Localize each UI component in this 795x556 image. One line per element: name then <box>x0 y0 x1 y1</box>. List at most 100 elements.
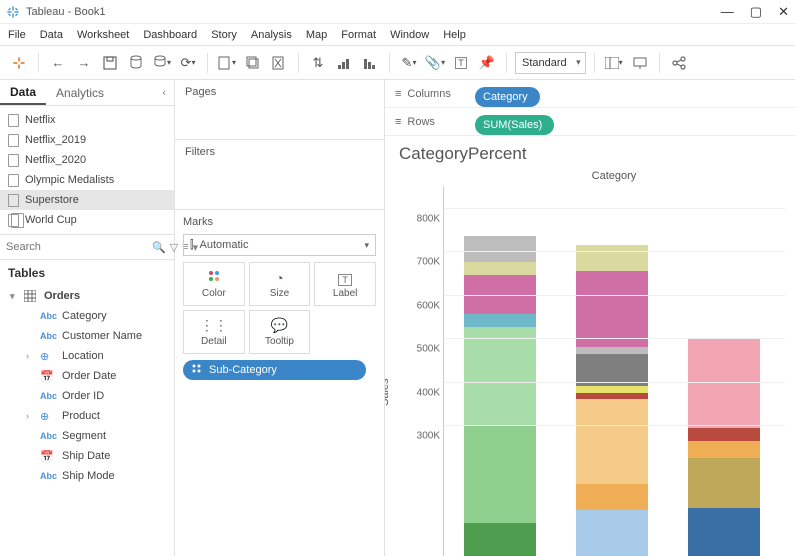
columns-pill-category[interactable]: Category <box>475 87 540 107</box>
menubar: File Data Worksheet Dashboard Story Anal… <box>0 24 795 46</box>
menu-format[interactable]: Format <box>341 29 376 41</box>
twisty-icon: › <box>26 351 36 361</box>
columns-shelf[interactable]: ≡Columns Category <box>385 80 795 108</box>
close-button[interactable]: ✕ <box>778 4 789 20</box>
sort-asc-button[interactable] <box>333 52 355 74</box>
datasource-item[interactable]: Netflix_2020 <box>0 150 174 170</box>
marks-tooltip[interactable]: 💬Tooltip <box>249 310 311 354</box>
bar-segment[interactable] <box>464 425 536 523</box>
rows-shelf[interactable]: ≡Rows SUM(Sales) <box>385 108 795 136</box>
bar-segment[interactable] <box>688 428 760 441</box>
bar-segment[interactable] <box>464 327 536 425</box>
collapse-sidebar-icon[interactable]: ‹ <box>154 87 174 99</box>
bar-segment[interactable] <box>464 523 536 556</box>
menu-story[interactable]: Story <box>211 29 237 41</box>
field-row[interactable]: AbcOrder ID <box>4 386 170 406</box>
datasource-item[interactable]: Olympic Medalists <box>0 170 174 190</box>
bar-segment[interactable] <box>464 262 536 275</box>
datasource-item[interactable]: Netflix_2019 <box>0 130 174 150</box>
fit-select[interactable]: Standard <box>515 52 586 74</box>
menu-map[interactable]: Map <box>306 29 327 41</box>
sort-desc-button[interactable] <box>359 52 381 74</box>
size-icon: ◔ <box>275 270 283 286</box>
tableau-icon[interactable] <box>8 52 30 74</box>
color-pill-subcategory[interactable]: Sub-Category <box>183 360 366 380</box>
bar-segment[interactable] <box>688 458 760 508</box>
bar-segment[interactable] <box>576 484 648 510</box>
share-button[interactable] <box>668 52 690 74</box>
field-row[interactable]: AbcShip Mode <box>4 466 170 486</box>
datasource-icon <box>8 194 19 207</box>
bar-segment[interactable] <box>688 441 760 458</box>
tooltip-icon: 💬 <box>271 317 288 334</box>
duplicate-button[interactable] <box>242 52 264 74</box>
field-row[interactable]: 📅Order Date <box>4 366 170 386</box>
highlight-button[interactable]: ✎▾ <box>398 52 420 74</box>
stacked-bar[interactable] <box>576 245 648 556</box>
field-row[interactable]: AbcCategory <box>4 306 170 326</box>
field-row[interactable]: ›⊕Product <box>4 406 170 426</box>
bar-segment[interactable] <box>576 271 648 347</box>
forward-button[interactable]: → <box>73 52 95 74</box>
bar-segment[interactable] <box>464 314 536 327</box>
marks-size[interactable]: ◔Size <box>249 262 311 306</box>
minimize-button[interactable]: — <box>721 4 734 19</box>
back-button[interactable]: ← <box>47 52 69 74</box>
menu-data[interactable]: Data <box>40 29 63 41</box>
new-datasource-button[interactable] <box>125 52 147 74</box>
field-row[interactable]: 📅Ship Date <box>4 446 170 466</box>
rows-pill-sumsales[interactable]: SUM(Sales) <box>475 115 554 135</box>
clear-button[interactable] <box>268 52 290 74</box>
pause-updates-button[interactable]: ▾ <box>151 52 173 74</box>
swap-button[interactable]: ⇅ <box>307 52 329 74</box>
marks-type-select[interactable]: ⫿Automatic <box>183 234 376 256</box>
viz-pane: ≡Columns Category ≡Rows SUM(Sales) Categ… <box>385 80 795 556</box>
menu-window[interactable]: Window <box>390 29 429 41</box>
pages-shelf[interactable]: Pages <box>175 80 384 140</box>
field-row[interactable]: AbcCustomer Name <box>4 326 170 346</box>
marks-color[interactable]: Color <box>183 262 245 306</box>
field-label: Orders <box>44 290 80 302</box>
menu-analysis[interactable]: Analysis <box>251 29 292 41</box>
menu-worksheet[interactable]: Worksheet <box>77 29 129 41</box>
search-icon[interactable]: 🔍 <box>152 241 166 254</box>
pin-button[interactable]: 📌 <box>476 52 498 74</box>
marks-detail[interactable]: ⋮⋮Detail <box>183 310 245 354</box>
viz-title[interactable]: CategoryPercent <box>385 136 795 166</box>
datasource-item[interactable]: Superstore <box>0 190 174 210</box>
presentation-button[interactable] <box>629 52 651 74</box>
show-cards-button[interactable]: ▾ <box>603 52 625 74</box>
refresh-button[interactable]: ⟳▾ <box>177 52 199 74</box>
search-input[interactable] <box>6 241 148 253</box>
bar-segment[interactable] <box>688 338 760 427</box>
menu-help[interactable]: Help <box>443 29 466 41</box>
stacked-bar[interactable] <box>688 195 760 556</box>
tab-analytics[interactable]: Analytics <box>46 80 114 105</box>
datasource-item[interactable]: World Cup <box>0 210 174 230</box>
filters-shelf[interactable]: Filters <box>175 140 384 210</box>
datasource-item[interactable]: Netflix <box>0 110 174 130</box>
bar-segment[interactable] <box>688 508 760 556</box>
chart-plot[interactable]: 800K700K600K500K400K300K <box>443 186 785 556</box>
tables-header: Tables <box>0 260 174 286</box>
tab-data[interactable]: Data <box>0 80 46 105</box>
maximize-button[interactable]: ▢ <box>750 4 762 20</box>
bar-segment[interactable] <box>576 245 648 271</box>
bar-segment[interactable] <box>464 236 536 262</box>
menu-dashboard[interactable]: Dashboard <box>143 29 197 41</box>
marks-label[interactable]: TLabel <box>314 262 376 306</box>
bar-segment[interactable] <box>576 399 648 484</box>
field-row[interactable]: ▾ Orders <box>4 286 170 306</box>
bar-segment[interactable] <box>688 195 760 339</box>
menu-file[interactable]: File <box>8 29 26 41</box>
color-icon <box>191 363 203 378</box>
field-row[interactable]: AbcSegment <box>4 426 170 446</box>
bar-segment[interactable] <box>576 510 648 556</box>
stacked-bar[interactable] <box>464 236 536 556</box>
new-worksheet-button[interactable]: ▾ <box>216 52 238 74</box>
twisty-icon: ▾ <box>10 291 20 302</box>
save-button[interactable] <box>99 52 121 74</box>
field-row[interactable]: ›⊕Location <box>4 346 170 366</box>
labels-button[interactable]: T <box>450 52 472 74</box>
group-button[interactable]: 📎▾ <box>424 52 446 74</box>
